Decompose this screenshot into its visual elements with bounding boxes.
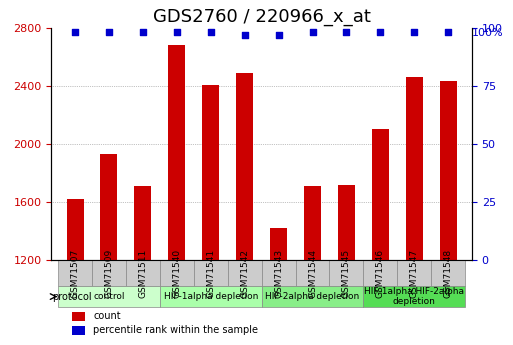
Bar — [236, 73, 253, 260]
Point — [274, 32, 283, 37]
Point — [376, 29, 384, 35]
Point — [241, 32, 249, 37]
Title: GDS2760 / 220966_x_at: GDS2760 / 220966_x_at — [153, 8, 370, 26]
FancyBboxPatch shape — [329, 260, 363, 286]
FancyBboxPatch shape — [262, 260, 295, 286]
Bar — [372, 129, 389, 260]
Text: HIF-2alpha depletion: HIF-2alpha depletion — [265, 292, 360, 301]
Text: 100%: 100% — [472, 28, 504, 38]
FancyBboxPatch shape — [228, 260, 262, 286]
Point — [173, 29, 181, 35]
Text: GSM71511: GSM71511 — [139, 249, 147, 298]
Bar — [270, 228, 287, 260]
Text: GSM71541: GSM71541 — [206, 249, 215, 298]
Text: GSM71540: GSM71540 — [172, 249, 181, 298]
FancyBboxPatch shape — [126, 260, 160, 286]
Point — [342, 29, 350, 35]
FancyBboxPatch shape — [92, 260, 126, 286]
Text: control: control — [93, 292, 125, 301]
Text: HIF-1alpha depletion: HIF-1alpha depletion — [164, 292, 258, 301]
FancyBboxPatch shape — [160, 286, 262, 307]
Point — [105, 29, 113, 35]
Text: GSM71545: GSM71545 — [342, 249, 351, 298]
Point — [207, 29, 215, 35]
Bar — [67, 199, 84, 260]
Text: GSM71507: GSM71507 — [71, 249, 80, 298]
Text: GSM71543: GSM71543 — [274, 249, 283, 298]
Bar — [202, 85, 219, 260]
Bar — [338, 185, 355, 260]
Point — [71, 29, 79, 35]
Point — [139, 29, 147, 35]
Text: GSM71547: GSM71547 — [410, 249, 419, 298]
Text: GSM71542: GSM71542 — [240, 249, 249, 298]
FancyBboxPatch shape — [58, 286, 160, 307]
Point — [444, 29, 452, 35]
FancyBboxPatch shape — [363, 286, 465, 307]
Text: GSM71509: GSM71509 — [105, 249, 113, 298]
FancyBboxPatch shape — [431, 260, 465, 286]
FancyBboxPatch shape — [160, 260, 194, 286]
Bar — [440, 81, 457, 260]
Text: GSM71544: GSM71544 — [308, 249, 317, 298]
Bar — [101, 154, 117, 260]
Text: GSM71546: GSM71546 — [376, 249, 385, 298]
Point — [308, 29, 317, 35]
Bar — [168, 45, 185, 260]
Bar — [304, 186, 321, 260]
Point — [410, 29, 419, 35]
FancyBboxPatch shape — [398, 260, 431, 286]
FancyBboxPatch shape — [58, 260, 92, 286]
FancyBboxPatch shape — [295, 260, 329, 286]
FancyBboxPatch shape — [194, 260, 228, 286]
Text: GSM71548: GSM71548 — [444, 249, 452, 298]
Text: HIF-1alpha HIF-2alpha
depletion: HIF-1alpha HIF-2alpha depletion — [364, 287, 464, 306]
Bar — [72, 326, 85, 335]
Text: protocol: protocol — [52, 292, 92, 302]
Text: percentile rank within the sample: percentile rank within the sample — [93, 325, 259, 335]
Text: count: count — [93, 312, 121, 321]
Bar — [406, 77, 423, 260]
FancyBboxPatch shape — [363, 260, 398, 286]
Bar — [72, 312, 85, 321]
Bar — [134, 186, 151, 260]
FancyBboxPatch shape — [262, 286, 363, 307]
